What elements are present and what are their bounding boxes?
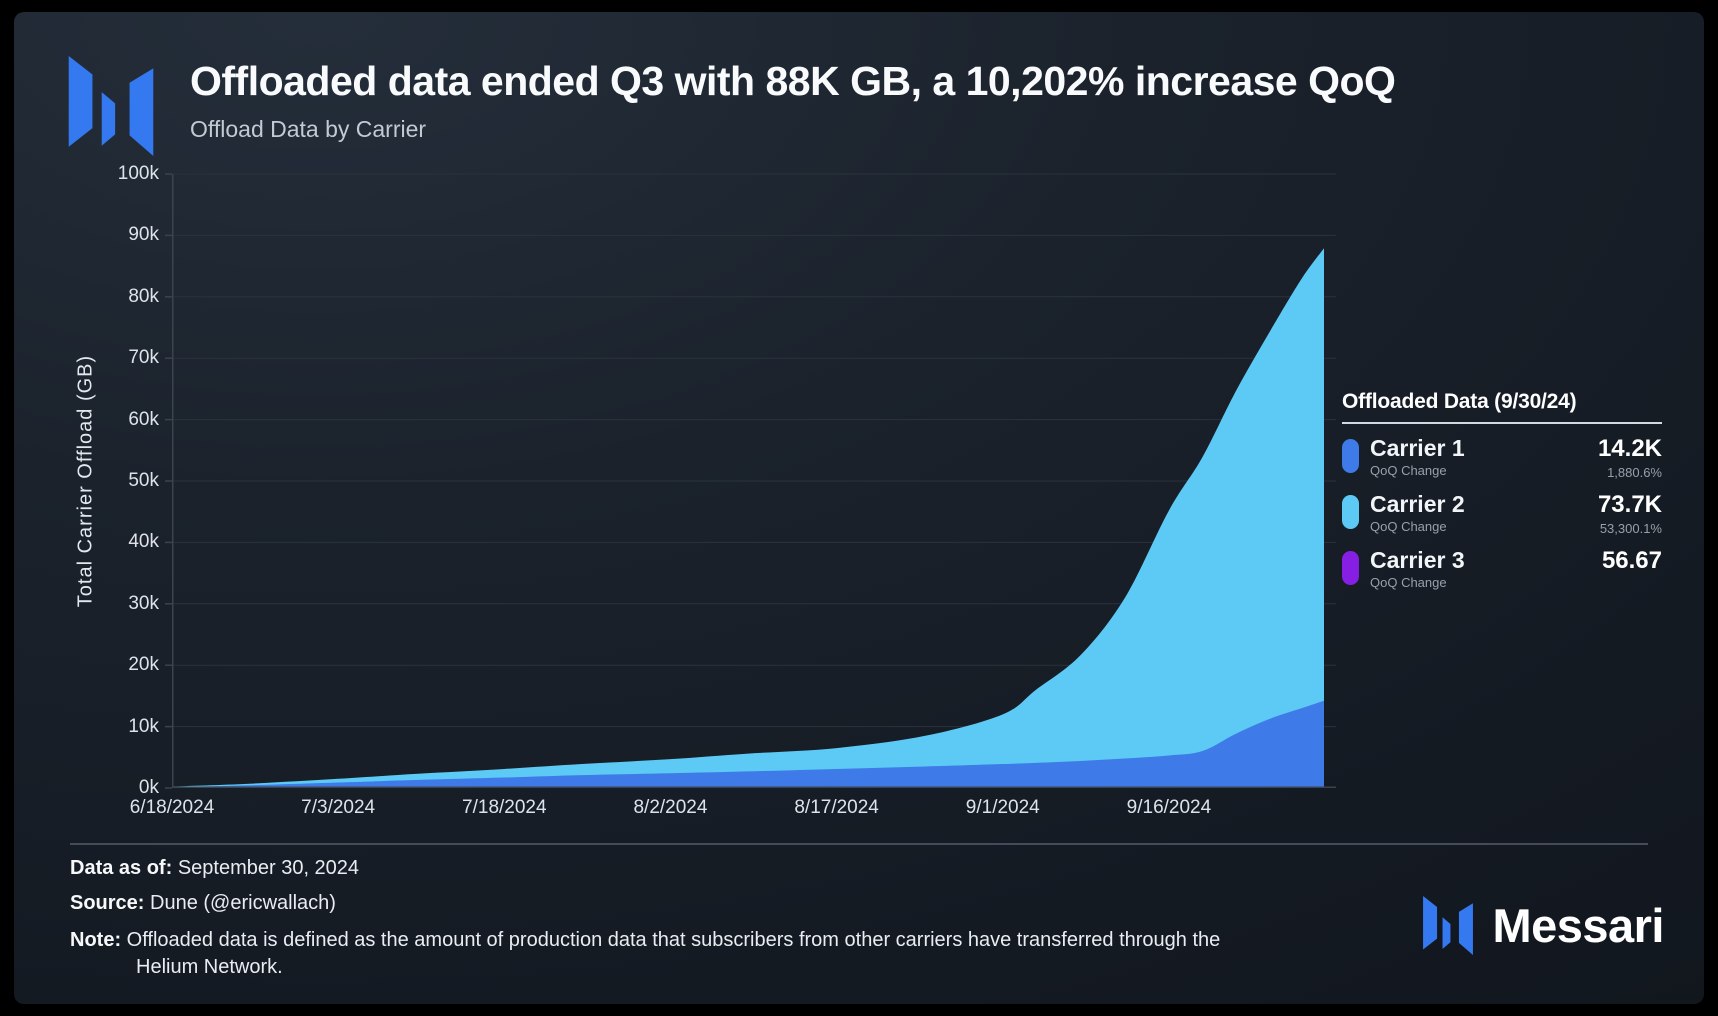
plot-svg — [165, 173, 1336, 789]
legend-row-carrier-1: Carrier 1 QoQ Change 14.2K 1,880.6% — [1342, 437, 1662, 480]
x-tick-label: 6/18/2024 — [129, 797, 215, 818]
carrier-3-value: 56.67 — [1601, 547, 1662, 574]
carrier-1-area — [172, 700, 1324, 788]
y-tick-label: 40k — [128, 531, 159, 553]
messari-brand: Messari — [1423, 896, 1664, 955]
carrier-3-swatch — [1342, 551, 1359, 585]
x-tick-label: 9/16/2024 — [1126, 797, 1212, 818]
carrier-1-name: Carrier 1 — [1370, 435, 1465, 461]
y-tick-label: 10k — [128, 715, 159, 737]
legend-title: Offloaded Data (9/30/24) — [1342, 390, 1662, 424]
data-as-of-label: Data as of: — [70, 857, 173, 879]
carrier-2-name: Carrier 2 — [1370, 491, 1465, 517]
carrier-2-swatch — [1342, 495, 1359, 529]
legend: Offloaded Data (9/30/24) Carrier 1 QoQ C… — [1342, 390, 1662, 590]
x-tick-label: 8/2/2024 — [633, 797, 708, 818]
x-tick-label: 7/3/2024 — [301, 797, 376, 818]
carrier-2-change: 53,300.1% — [1599, 521, 1662, 536]
carrier-1-value: 14.2K — [1597, 435, 1662, 462]
source-label: Source: — [70, 892, 145, 914]
messari-logo-icon — [68, 56, 154, 156]
note-line: Note: Offloaded data is defined as the a… — [70, 927, 1426, 981]
stacked-area-chart: Total Carrier Offload (GB) 0k 10k 20k 30k 40… — [75, 163, 1336, 818]
source-value: Dune (@ericwallach) — [150, 892, 336, 914]
carrier-3-change — [1602, 577, 1662, 590]
y-tick-label: 80k — [128, 285, 159, 307]
messari-wordmark: Messari — [1492, 899, 1664, 952]
card-panel: Offloaded data ended Q3 with 88K GB, a 1… — [14, 12, 1704, 1004]
y-tick-label: 60k — [128, 408, 159, 430]
y-tick-label: 20k — [128, 654, 159, 676]
data-as-of-value: September 30, 2024 — [177, 857, 360, 879]
y-tick-label: 50k — [128, 470, 159, 491]
x-tick-label: 9/1/2024 — [965, 797, 1040, 818]
data-as-of-line: Data as of: September 30, 2024 — [70, 857, 359, 880]
page-subtitle: Offload Data by Carrier — [190, 116, 427, 142]
y-tick-label: 30k — [128, 592, 159, 614]
carrier-1-change: 1,880.6% — [1607, 465, 1662, 480]
legend-row-carrier-3: Carrier 3 QoQ Change 56.67 — [1342, 549, 1662, 590]
carrier-3-name: Carrier 3 — [1370, 547, 1465, 573]
legend-row-carrier-2: Carrier 2 QoQ Change 73.7K 53,300.1% — [1342, 493, 1662, 536]
y-axis-title: Total Carrier Offload (GB) — [74, 354, 97, 608]
note-text: Offloaded data is defined as the amount … — [126, 929, 1221, 978]
x-tick-label: 8/17/2024 — [794, 797, 879, 818]
note-label: Note: — [70, 929, 122, 951]
source-line: Source: Dune (@ericwallach) — [70, 892, 336, 915]
footer-divider — [70, 843, 1648, 845]
carrier-3-qoq-label: QoQ Change — [1370, 575, 1447, 590]
carrier-1-qoq-label: QoQ Change — [1370, 463, 1447, 478]
x-tick-label: 7/18/2024 — [462, 797, 547, 818]
y-tick-label: 70k — [128, 347, 159, 369]
carrier-2-qoq-label: QoQ Change — [1370, 519, 1447, 534]
y-tick-label: 100k — [117, 163, 159, 184]
y-tick-label: 90k — [128, 224, 159, 246]
carrier-2-area — [172, 248, 1324, 788]
carrier-1-swatch — [1342, 439, 1359, 473]
messari-logo-icon-footer — [1423, 896, 1474, 955]
carrier-2-value: 73.7K — [1597, 491, 1662, 518]
page-title: Offloaded data ended Q3 with 88K GB, a 1… — [190, 58, 1396, 104]
y-tick-label: 0k — [138, 777, 159, 798]
